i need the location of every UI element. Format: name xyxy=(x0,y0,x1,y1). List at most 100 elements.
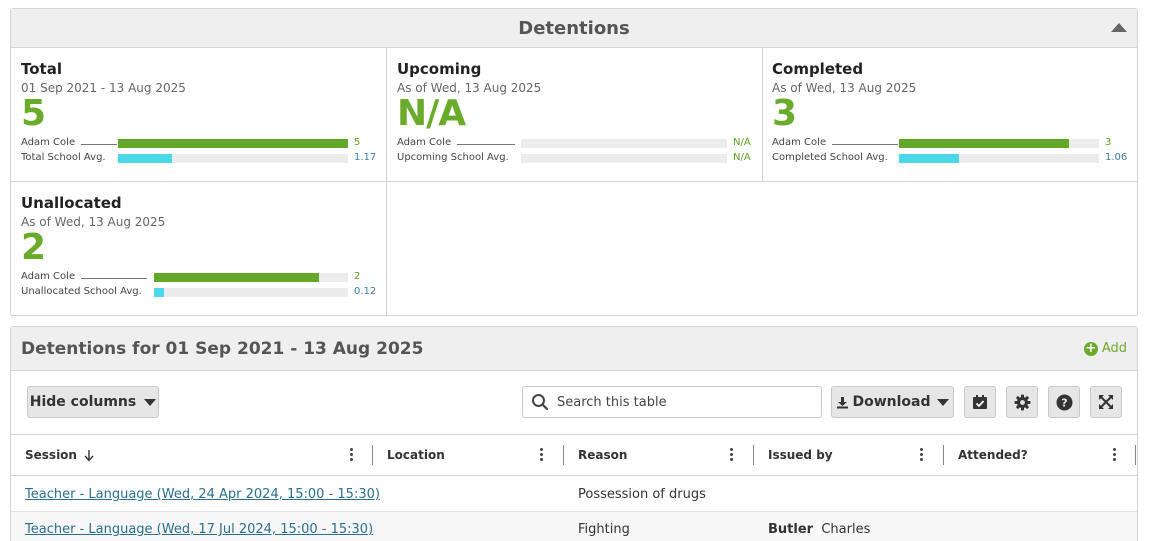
card-big-value: 5 xyxy=(21,93,46,134)
average-bar xyxy=(899,154,959,163)
session-cell: Teacher - Language (Wed, 24 Apr 2024, 15… xyxy=(25,487,380,502)
bar-value: 0.12 xyxy=(354,286,377,297)
caret-down-icon xyxy=(936,398,949,406)
fullscreen-button[interactable] xyxy=(1090,386,1122,418)
col-label: Reason xyxy=(578,448,628,462)
sort-down-arrow-icon xyxy=(84,449,94,462)
column-divider xyxy=(753,445,754,465)
search-input[interactable] xyxy=(557,394,797,410)
detentions-table-panel: Detentions for 01 Sep 2021 - 13 Aug 2025… xyxy=(10,326,1138,541)
leader-line xyxy=(81,278,147,279)
table-panel-title: Detentions for 01 Sep 2021 - 13 Aug 2025 xyxy=(21,338,424,359)
collapse-up-icon[interactable] xyxy=(1111,23,1127,32)
column-menu-icon[interactable] xyxy=(540,448,544,463)
student-bar xyxy=(118,139,348,148)
card-subtitle: As of Wed, 13 Aug 2025 xyxy=(772,81,917,95)
settings-button[interactable] xyxy=(1006,386,1038,418)
card-big-value: 2 xyxy=(21,227,46,268)
download-label: Download xyxy=(852,394,931,410)
col-header-reason[interactable]: Reason xyxy=(564,435,754,475)
search-icon xyxy=(532,394,549,411)
column-divider xyxy=(563,445,564,465)
help-button[interactable]: ? xyxy=(1048,386,1080,418)
issued-by-cell: Butler Charles xyxy=(768,522,870,537)
bar-value: N/A xyxy=(733,152,751,163)
column-divider xyxy=(1135,445,1136,465)
bar-label: Upcoming School Avg. xyxy=(397,152,509,163)
leader-line xyxy=(457,144,515,145)
stat-card-upcoming: Upcoming As of Wed, 13 Aug 2025 N/A Adam… xyxy=(387,48,763,182)
bar-label: Adam Cole xyxy=(397,137,452,148)
col-header-session[interactable]: Session xyxy=(11,435,371,475)
stat-card-unallocated: Unallocated As of Wed, 13 Aug 2025 2 Ada… xyxy=(11,182,387,316)
bar-value: 2 xyxy=(354,271,361,282)
bar-track xyxy=(154,273,348,282)
bar-track xyxy=(118,154,348,163)
reason-cell: Fighting xyxy=(578,522,630,537)
hide-columns-button[interactable]: Hide columns xyxy=(27,386,159,418)
table-panel-header: Detentions for 01 Sep 2021 - 13 Aug 2025… xyxy=(11,327,1137,371)
download-button[interactable]: Download xyxy=(831,386,954,418)
add-button[interactable]: + Add xyxy=(1083,340,1127,356)
card-big-value: 3 xyxy=(772,93,797,134)
column-menu-icon[interactable] xyxy=(350,448,354,463)
bar-label: Adam Cole xyxy=(21,271,76,282)
panel-title: Detentions xyxy=(518,18,630,39)
issued-by-surname: Butler xyxy=(768,522,814,537)
hide-columns-label: Hide columns xyxy=(29,394,137,410)
average-bar-row: Unallocated School Avg. 0.12 xyxy=(21,285,376,300)
student-bar-row: Adam Cole N/A xyxy=(397,136,752,151)
stat-card-completed: Completed As of Wed, 13 Aug 2025 3 Adam … xyxy=(762,48,1138,182)
col-label: Attended? xyxy=(958,448,1028,462)
issued-by-forename: Charles xyxy=(821,522,871,537)
average-bar xyxy=(118,154,172,163)
column-menu-icon[interactable] xyxy=(920,448,924,463)
card-title: Total xyxy=(21,60,62,78)
average-bar-row: Upcoming School Avg. N/A xyxy=(397,151,752,166)
session-cell: Teacher - Language (Wed, 17 Jul 2024, 15… xyxy=(25,522,373,537)
table-search[interactable] xyxy=(522,386,822,418)
bar-label: Adam Cole xyxy=(21,137,76,148)
bar-track xyxy=(154,288,348,297)
card-subtitle: 01 Sep 2021 - 13 Aug 2025 xyxy=(21,81,186,95)
plus-circle-icon: + xyxy=(1083,340,1098,356)
col-label: Session xyxy=(25,448,77,462)
download-icon xyxy=(837,396,849,408)
bar-value: 5 xyxy=(354,137,361,148)
bar-track xyxy=(899,139,1099,148)
bar-value: 1.06 xyxy=(1105,152,1128,163)
bar-label: Total School Avg. xyxy=(21,152,106,163)
gear-icon xyxy=(1014,394,1030,410)
expand-icon xyxy=(1099,395,1113,409)
student-bar-row: Adam Cole 2 xyxy=(21,270,376,285)
average-bar-row: Total School Avg. 1.17 xyxy=(21,151,376,166)
student-bar xyxy=(899,139,1069,148)
student-bar-row: Adam Cole 5 xyxy=(21,136,376,151)
calendar-check-icon xyxy=(973,395,987,409)
card-subtitle: As of Wed, 13 Aug 2025 xyxy=(397,81,542,95)
column-menu-icon[interactable] xyxy=(1113,448,1117,463)
col-label: Location xyxy=(387,448,445,462)
bar-value: 3 xyxy=(1105,137,1112,148)
card-title: Unallocated xyxy=(21,194,122,212)
col-header-attended[interactable]: Attended? xyxy=(944,435,1134,475)
student-bar-row: Adam Cole 3 xyxy=(772,136,1128,151)
col-header-location[interactable]: Location xyxy=(373,435,563,475)
card-title: Completed xyxy=(772,60,864,78)
col-label: Issued by xyxy=(768,448,833,462)
average-bar xyxy=(154,288,164,297)
average-bar-row: Completed School Avg. 1.06 xyxy=(772,151,1128,166)
table-row: Teacher - Language (Wed, 17 Jul 2024, 15… xyxy=(11,511,1137,541)
session-link[interactable]: Teacher - Language (Wed, 17 Jul 2024, 15… xyxy=(25,522,374,537)
add-label: Add xyxy=(1101,341,1127,356)
calendar-check-button[interactable] xyxy=(964,386,996,418)
card-big-value: N/A xyxy=(397,93,466,134)
column-menu-icon[interactable] xyxy=(730,448,734,463)
help-icon: ? xyxy=(1056,394,1072,410)
reason-cell: Possession of drugs xyxy=(578,487,706,502)
panel-header: Detentions xyxy=(11,9,1137,48)
bar-track xyxy=(521,139,727,148)
session-link[interactable]: Teacher - Language (Wed, 24 Apr 2024, 15… xyxy=(25,487,380,502)
col-header-issued-by[interactable]: Issued by xyxy=(754,435,944,475)
column-divider xyxy=(943,445,944,465)
